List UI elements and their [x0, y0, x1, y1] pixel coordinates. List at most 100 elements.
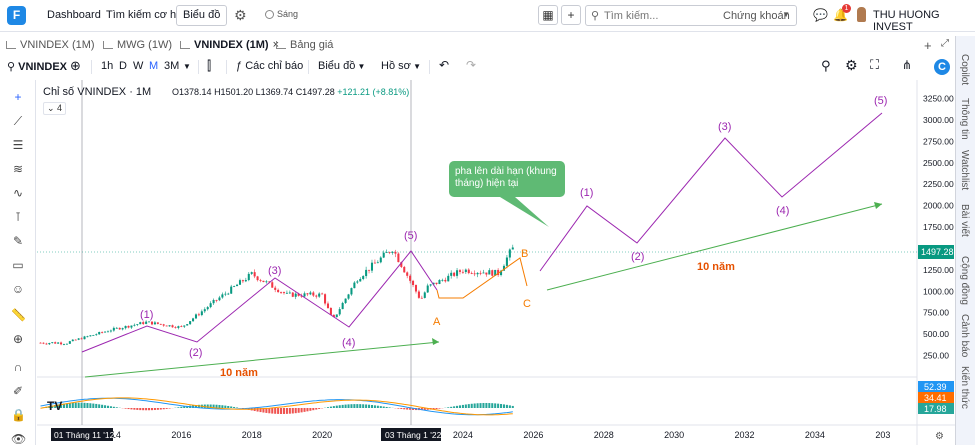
interval-w[interactable]: W — [133, 60, 144, 72]
indicators-button[interactable]: ƒ Các chỉ báo — [236, 60, 303, 72]
chart-canvas[interactable]: (1) (2) (3) (4) (5) (1) (2) (3) (4) (5) … — [37, 80, 955, 445]
symbol-search[interactable]: ⚲ VNINDEX — [7, 60, 67, 73]
macd-histogram-bar — [177, 407, 180, 408]
crosshair-icon[interactable]: + — [14, 90, 22, 104]
close-icon[interactable]: × — [272, 39, 279, 51]
tab-bang-gia[interactable]: Bảng giá — [276, 39, 333, 51]
zoom-icon[interactable]: ⚲ — [821, 58, 831, 73]
zoom-in-icon[interactable]: ⊕ — [12, 332, 24, 346]
macd-histogram-bar — [379, 406, 382, 408]
pencil-icon[interactable]: ✎ — [12, 234, 24, 248]
candle-body — [271, 282, 274, 288]
candle-body — [206, 307, 209, 310]
add-tab-icon[interactable]: + — [924, 38, 932, 53]
chat-icon[interactable]: 💬 — [813, 8, 828, 22]
tab-thong-tin[interactable]: Thông tin — [959, 98, 970, 140]
price-axis[interactable]: 3250.00 3000.00 2750.00 2500.00 2250.00 2000.… — [923, 94, 954, 361]
macd-histogram-bar — [227, 406, 230, 408]
nav-tim-kiem-co-hoi[interactable]: Tìm kiếm cơ hội — [106, 9, 185, 21]
lock-icon[interactable]: 🔒 — [11, 408, 26, 422]
trend-line-past — [84, 341, 440, 378]
candles-icon[interactable]: ⫿ — [207, 58, 212, 73]
candle-body — [241, 280, 244, 282]
stay-drawing-icon[interactable]: ✐ — [12, 384, 24, 398]
emoji-icon[interactable]: ☺ — [11, 282, 25, 296]
candle-body — [414, 285, 418, 292]
copilot-logo-icon[interactable]: C — [934, 59, 950, 75]
chart-tab-icon — [103, 41, 113, 49]
interval-1h[interactable]: 1h — [101, 60, 114, 72]
compare-add-icon[interactable]: ⊕ — [70, 58, 81, 73]
avatar[interactable] — [857, 7, 866, 22]
time-axis[interactable]: 2014201620182020202220242026202820302032… — [101, 430, 890, 440]
trend-line-icon[interactable]: ⟋ — [13, 114, 23, 128]
nav-dashboard[interactable]: Dashboard — [47, 9, 101, 21]
search-input[interactable]: ⚲ Tìm kiếm... Chứng khoán ▼ — [585, 5, 797, 26]
macd-histogram-bar — [115, 407, 118, 408]
macd-histogram-bar — [438, 408, 441, 409]
app-logo[interactable]: F — [7, 6, 26, 25]
chart-pane[interactable]: (1) (2) (3) (4) (5) (1) (2) (3) (4) (5) … — [37, 80, 955, 445]
pattern-icon[interactable]: ∿ — [12, 186, 24, 200]
interval-d[interactable]: D — [119, 60, 127, 72]
note-icon[interactable]: ▭ — [12, 258, 24, 272]
share-icon[interactable]: ⋔ — [902, 58, 913, 72]
search-icon: ⚲ — [591, 10, 600, 22]
fib-icon[interactable]: ≋ — [12, 162, 24, 176]
chevron-down-icon: ▼ — [410, 62, 421, 71]
divider — [226, 60, 227, 74]
profile-menu[interactable]: Hồ sơ ▼ — [381, 60, 421, 72]
collapse-count: 4 — [57, 103, 63, 113]
magnet-icon[interactable]: ∩ — [13, 360, 23, 374]
settings-icon[interactable]: ⚙ — [845, 57, 858, 73]
time-axis-settings-icon[interactable]: ⚙ — [935, 431, 944, 442]
tab-kien-thuc[interactable]: Kiến thức — [959, 366, 970, 409]
candle-body — [423, 292, 426, 298]
interval-m[interactable]: M — [149, 60, 159, 72]
measure-icon[interactable]: ⊺ — [14, 210, 22, 224]
ruler-icon[interactable]: 📏 — [11, 308, 26, 322]
expand-icon[interactable]: ⤢ — [941, 38, 949, 49]
user-name[interactable]: THU HUONG INVEST — [873, 9, 940, 33]
tab-vnindex-1m[interactable]: VNINDEX (1M) — [6, 39, 95, 51]
candle-body — [321, 293, 324, 295]
candle-body — [444, 279, 447, 282]
chart-menu[interactable]: Biểu đồ ▼ — [318, 60, 365, 72]
tab-copilot[interactable]: Copilot — [959, 54, 970, 86]
time-tick-label: 2034 — [805, 430, 825, 440]
macd-histogram-bar — [130, 408, 133, 410]
tab-mwg-1w[interactable]: MWG (1W) — [103, 39, 172, 51]
candle-body — [365, 269, 368, 277]
theme-toggle[interactable]: Sáng — [265, 9, 298, 19]
macd-histogram-bar — [335, 405, 338, 408]
histogram-value: 17.98 — [924, 404, 947, 414]
interval-3m[interactable]: 3M — [164, 60, 180, 72]
time-tick-label: 2024 — [453, 430, 473, 440]
tab-bai-viet[interactable]: Bài viết — [959, 204, 970, 237]
collapse-legend-button[interactable]: ⌄ 4 — [43, 102, 67, 115]
tab-canh-bao[interactable]: Cảnh báo — [959, 314, 970, 358]
tab-vnindex-1m-active[interactable]: VNINDEX (1M) × — [180, 39, 279, 51]
macd-histogram-bar — [236, 407, 239, 408]
candle-body — [382, 252, 385, 258]
chevron-down-icon[interactable]: ▼ — [183, 62, 191, 71]
tab-cong-dong[interactable]: Cộng đồng — [959, 256, 970, 305]
nav-bieu-do-button[interactable]: Biểu đồ — [176, 5, 228, 26]
macd-histogram-bar — [288, 408, 291, 414]
undo-icon[interactable]: ↶ — [439, 58, 450, 72]
candle-body — [482, 272, 485, 274]
horizontal-lines-icon[interactable]: ☰ — [12, 138, 24, 152]
macd-histogram-bar — [183, 406, 186, 408]
fullscreen-icon[interactable]: ⛶ — [870, 57, 880, 72]
layout-grid-icon[interactable]: ▦ — [538, 5, 558, 25]
tab-watchlist[interactable]: Watchlist — [959, 150, 970, 191]
chart-title[interactable]: Chỉ số VNINDEX · 1M — [43, 86, 152, 98]
search-category-select[interactable]: Chứng khoán — [723, 10, 790, 22]
ohlc-high: H1501.20 — [214, 87, 254, 97]
redo-icon[interactable]: ↷ — [466, 58, 477, 72]
add-icon[interactable]: + — [561, 5, 581, 25]
macd-histogram-bar — [297, 408, 300, 413]
time-tick-label: 2030 — [664, 430, 684, 440]
gear-icon[interactable]: ⚙ — [234, 7, 247, 23]
eye-icon[interactable]: 👁 — [11, 432, 27, 445]
